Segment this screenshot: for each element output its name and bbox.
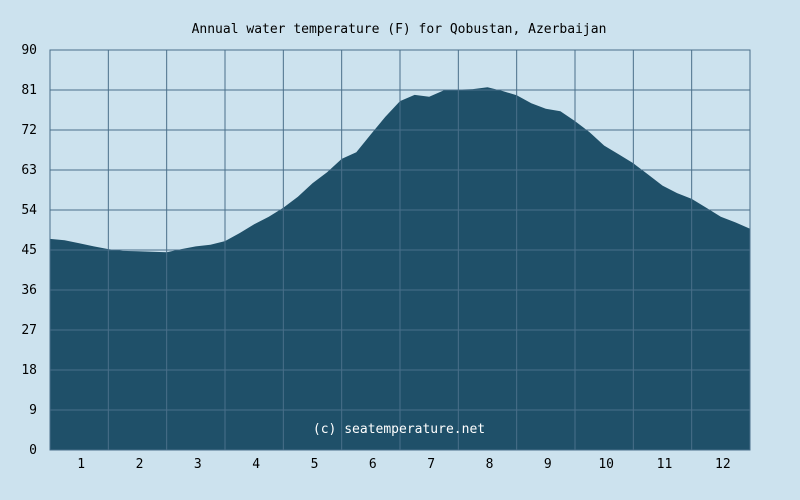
y-tick-label: 63 bbox=[21, 163, 37, 178]
x-tick-label: 8 bbox=[486, 457, 494, 472]
x-tick-label: 5 bbox=[311, 457, 319, 472]
x-tick-label: 4 bbox=[252, 457, 260, 472]
x-tick-label: 12 bbox=[715, 457, 731, 472]
credit-label: (c) seatemperature.net bbox=[313, 422, 485, 437]
x-tick-label: 9 bbox=[544, 457, 552, 472]
y-tick-label: 81 bbox=[21, 83, 37, 98]
x-tick-label: 2 bbox=[136, 457, 144, 472]
chart-title: Annual water temperature (F) for Qobusta… bbox=[192, 22, 607, 37]
y-tick-label: 54 bbox=[21, 203, 37, 218]
x-tick-label: 6 bbox=[369, 457, 377, 472]
y-tick-label: 0 bbox=[29, 443, 37, 458]
x-axis-ticks: 1 2 3 4 5 6 7 8 9 10 11 12 bbox=[77, 457, 730, 472]
x-tick-label: 3 bbox=[194, 457, 202, 472]
y-axis-ticks: 0 9 18 27 36 45 54 63 72 81 90 bbox=[21, 43, 37, 458]
plot-border bbox=[49, 49, 751, 451]
y-tick-label: 27 bbox=[21, 323, 37, 338]
x-tick-label: 11 bbox=[657, 457, 673, 472]
y-tick-label: 90 bbox=[21, 43, 37, 58]
x-tick-label: 7 bbox=[427, 457, 435, 472]
y-tick-label: 45 bbox=[21, 243, 37, 258]
x-tick-label: 10 bbox=[598, 457, 614, 472]
y-tick-label: 72 bbox=[21, 123, 37, 138]
y-tick-label: 18 bbox=[21, 363, 37, 378]
y-tick-label: 9 bbox=[29, 403, 37, 418]
y-tick-label: 36 bbox=[21, 283, 37, 298]
x-tick-label: 1 bbox=[77, 457, 85, 472]
